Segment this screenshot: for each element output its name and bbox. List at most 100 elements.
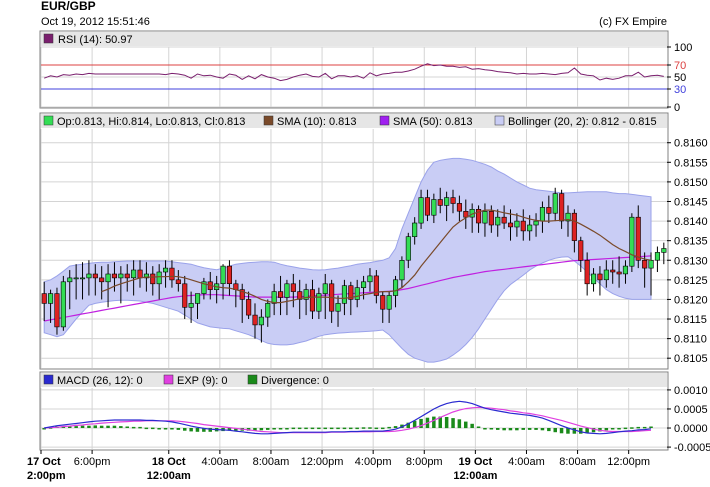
divergence-bar (553, 428, 557, 433)
candle (73, 264, 79, 300)
macd-legend-label: MACD (26, 12): 0 (57, 375, 143, 387)
candle (520, 209, 526, 241)
candle-body (475, 209, 482, 224)
divergence-bar (527, 428, 532, 430)
candle-body (99, 277, 105, 283)
candle (610, 260, 616, 284)
divergence-bar (93, 425, 97, 429)
divergence-bar (61, 426, 66, 428)
divergence-bar (540, 428, 545, 431)
candle-body (271, 291, 277, 304)
candle (603, 260, 609, 288)
candle (546, 195, 552, 224)
candle-body (131, 269, 137, 279)
divergence-bar (278, 428, 283, 430)
candlesticks (41, 187, 667, 343)
candle-body (392, 279, 399, 296)
divergence-bar (438, 416, 442, 428)
candle-body (373, 275, 379, 296)
candle (195, 293, 201, 320)
candle (67, 270, 73, 310)
price-axis: 0.8160 0.8155 0.8150 0.8145 0.8140 0.8135 0.81… (667, 138, 708, 365)
divergence-bar (163, 428, 168, 430)
candle-body (629, 216, 635, 267)
candle-body (303, 289, 309, 300)
divergence-bar (342, 427, 347, 430)
divergence-bar (393, 426, 398, 428)
divergence-bar (636, 426, 640, 429)
divergence-bar (144, 427, 149, 430)
candle-body (150, 273, 156, 285)
exp-legend-swatch (163, 374, 174, 385)
candle (590, 268, 597, 292)
candle (444, 191, 450, 222)
bollinger-legend-label: Bollinger (20, 2): 0.812 - 0.815 (508, 116, 657, 128)
divergence-bar (502, 428, 506, 431)
candle-body (175, 279, 181, 284)
x-axis: 17 Oct 2:00pm 6:00pm 18 Oct 12:00am 4:00am 8:0… (27, 450, 650, 482)
candle (290, 273, 296, 308)
divergence-bar (508, 428, 513, 431)
candle (565, 205, 571, 237)
macd-legend-swatch (43, 374, 54, 385)
exp-legend-label: EXP (9): 0 (177, 375, 228, 387)
candle-body (143, 273, 149, 279)
divergence-bar (591, 428, 596, 433)
copyright: (c) FX Empire (599, 16, 667, 28)
divergence-bar (585, 428, 589, 434)
macd-legend-bar (41, 373, 667, 387)
divergence-bar (183, 428, 187, 431)
candle (316, 287, 322, 320)
candle-body (47, 293, 54, 304)
candle-body (195, 293, 201, 304)
macd-tick-label: 0.0010 (674, 385, 708, 397)
candle-body (552, 193, 558, 214)
divergence-bar (297, 427, 302, 430)
bollinger-legend-swatch (494, 115, 505, 126)
candle-body (533, 220, 539, 226)
divergence-bar (464, 421, 468, 429)
candle-body (316, 293, 322, 312)
candle-body (322, 283, 328, 294)
candle (584, 252, 590, 296)
candle-body (616, 271, 622, 275)
candle (642, 252, 648, 288)
price-tick-label: 0.8135 (674, 236, 708, 248)
candle (271, 283, 277, 316)
divergence-bar (304, 427, 308, 430)
candle-body (456, 203, 463, 212)
candle-body (335, 303, 341, 312)
candle (348, 281, 354, 316)
candle-body (622, 265, 629, 275)
candle (654, 246, 661, 273)
divergence-bar (106, 425, 110, 428)
candle-body (597, 273, 603, 281)
x-tick-label-line2: 2:00pm (27, 470, 66, 482)
divergence-bar (119, 426, 123, 428)
x-tick-label: 6:00pm (74, 456, 111, 468)
candle-body (635, 216, 641, 261)
divergence-bar (355, 427, 359, 430)
rsi-tick-label: 70 (674, 60, 686, 72)
divergence-bar (317, 427, 321, 430)
candle-body (188, 303, 194, 308)
candle-body (590, 273, 597, 285)
candle (552, 187, 558, 222)
divergence-bar (189, 428, 193, 432)
candle-body (111, 273, 117, 279)
candle-body (118, 273, 124, 279)
candle (571, 209, 577, 253)
divergence-bar (470, 423, 474, 428)
candle-body (424, 197, 431, 216)
divergence-bar (476, 426, 481, 428)
candle-body (54, 293, 60, 328)
candle (501, 205, 507, 229)
price-tick-label: 0.8115 (674, 314, 707, 326)
candle (412, 217, 418, 245)
candle (252, 303, 258, 339)
candle-body (309, 289, 316, 312)
divergence-bar (457, 419, 462, 429)
candle (41, 281, 47, 321)
